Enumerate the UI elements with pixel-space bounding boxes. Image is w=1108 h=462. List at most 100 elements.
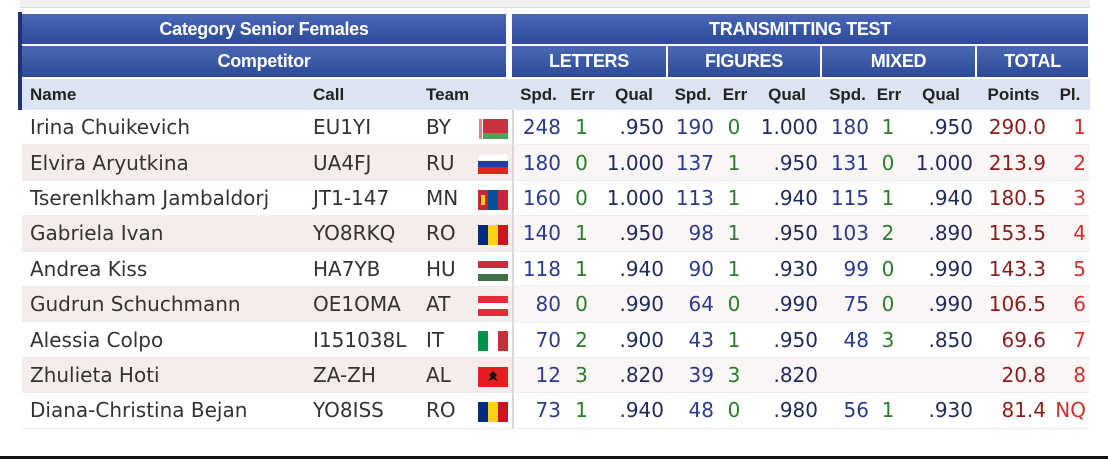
- test-header: TRANSMITTING TEST: [512, 14, 1088, 44]
- points: 290.0: [977, 110, 1050, 146]
- name: Alessia Colpo: [22, 322, 305, 358]
- quality: .940: [905, 180, 977, 217]
- speed: 137: [668, 145, 718, 181]
- group-header: TOTAL: [977, 46, 1088, 77]
- call: I151038L: [305, 322, 418, 358]
- speed: 48: [668, 393, 718, 429]
- place: 5: [1050, 251, 1090, 287]
- errors: 0: [718, 110, 752, 146]
- quality: .850: [905, 322, 977, 358]
- speed: 99: [822, 251, 873, 287]
- name: Irina Chuikevich: [22, 110, 305, 146]
- speed: 64: [668, 287, 718, 323]
- name: Zhulieta Hoti: [22, 357, 305, 394]
- call: OE1OMA: [305, 287, 418, 323]
- column-header: Err: [718, 79, 752, 110]
- speed: 70: [512, 322, 565, 358]
- place: 7: [1050, 322, 1090, 358]
- errors: 0: [565, 145, 600, 181]
- call: UA4FJ: [305, 145, 418, 181]
- errors: 3: [718, 357, 752, 394]
- speed: 90: [668, 251, 718, 287]
- speed: 131: [822, 145, 873, 181]
- speed: 48: [822, 322, 873, 358]
- call: HA7YB: [305, 251, 418, 287]
- column-header: Spd.: [822, 79, 873, 110]
- quality: .940: [752, 180, 822, 217]
- call: YO8ISS: [305, 393, 418, 429]
- team: RO: [418, 393, 512, 429]
- quality: .990: [752, 287, 822, 323]
- errors: 2: [873, 216, 905, 252]
- quality: .990: [600, 287, 668, 323]
- speed: 118: [512, 251, 565, 287]
- call: ZA-ZH: [305, 357, 418, 394]
- errors: 1: [718, 216, 752, 252]
- quality: .930: [905, 393, 977, 429]
- column-header: Team: [418, 79, 512, 110]
- errors: 0: [565, 287, 600, 323]
- left-edge: [18, 12, 22, 110]
- errors: 1: [873, 110, 905, 146]
- errors: 1: [565, 251, 600, 287]
- speed: 248: [512, 110, 565, 146]
- quality: .950: [752, 322, 822, 358]
- column-header: Pl.: [1050, 79, 1090, 110]
- errors: 1: [565, 110, 600, 146]
- quality: 1.000: [600, 180, 668, 217]
- team: AL: [418, 357, 512, 394]
- errors: 1: [718, 322, 752, 358]
- team: IT: [418, 322, 512, 358]
- errors: 0: [873, 287, 905, 323]
- flag-ro: [478, 225, 508, 246]
- quality: .950: [600, 110, 668, 146]
- flag-al: [478, 366, 508, 387]
- speed: 103: [822, 216, 873, 252]
- team: AT: [418, 287, 512, 323]
- errors: 2: [565, 322, 600, 358]
- errors: 1: [565, 216, 600, 252]
- name: Andrea Kiss: [22, 251, 305, 287]
- flag-it: [478, 331, 508, 352]
- team: RU: [418, 145, 512, 181]
- errors: [873, 357, 905, 394]
- points: 20.8: [977, 357, 1050, 394]
- team: HU: [418, 251, 512, 287]
- column-header: Spd.: [512, 79, 565, 110]
- errors: 0: [565, 180, 600, 217]
- points: 81.4: [977, 393, 1050, 429]
- flag-at: [478, 296, 508, 316]
- flag-ro: [478, 402, 508, 423]
- group-header: MIXED: [822, 46, 975, 77]
- quality: .930: [752, 251, 822, 287]
- quality: .950: [600, 216, 668, 252]
- points: 213.9: [977, 145, 1050, 181]
- team: MN: [418, 180, 512, 217]
- name: Gudrun Schuchmann: [22, 287, 305, 323]
- speed: 190: [668, 110, 718, 146]
- flag-mn: [478, 189, 508, 210]
- points: 69.6: [977, 322, 1050, 358]
- speed: 12: [512, 357, 565, 394]
- errors: 1: [873, 393, 905, 429]
- errors: 0: [873, 145, 905, 181]
- place: 8: [1050, 357, 1090, 394]
- speed: 73: [512, 393, 565, 429]
- quality: .820: [600, 357, 668, 394]
- quality: 1.000: [600, 145, 668, 181]
- call: YO8RKQ: [305, 216, 418, 252]
- speed: 180: [822, 110, 873, 146]
- team: RO: [418, 216, 512, 252]
- call: EU1YI: [305, 110, 418, 146]
- errors: 0: [718, 287, 752, 323]
- quality: .990: [905, 287, 977, 323]
- errors: 1: [718, 251, 752, 287]
- column-header: Qual: [905, 79, 977, 110]
- flag-ru: [478, 154, 508, 175]
- column-header: Qual: [752, 79, 822, 110]
- speed: 113: [668, 180, 718, 217]
- place: 1: [1050, 110, 1090, 146]
- quality: .950: [752, 145, 822, 181]
- errors: 0: [873, 251, 905, 287]
- column-header: Err: [565, 79, 600, 110]
